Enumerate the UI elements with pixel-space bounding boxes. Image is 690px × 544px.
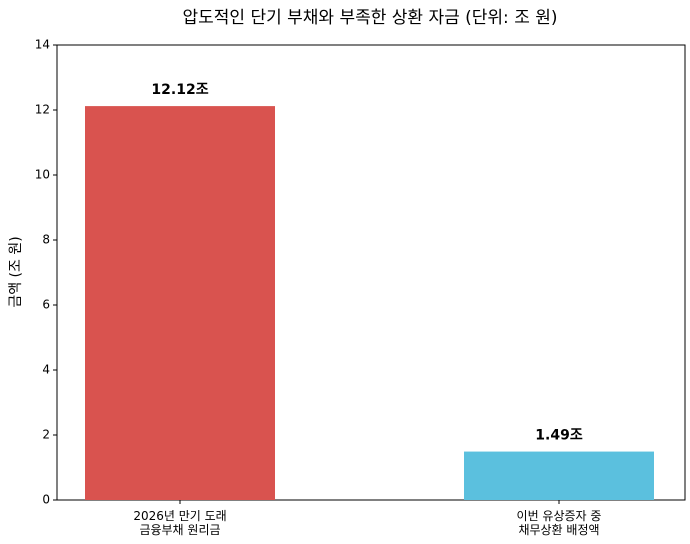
y-tick-label: 2 — [42, 428, 50, 442]
y-tick-label: 4 — [42, 363, 50, 377]
y-tick-label: 10 — [35, 168, 50, 182]
y-tick-label: 14 — [35, 38, 50, 52]
value-label: 12.12조 — [151, 82, 208, 98]
y-tick-label: 6 — [42, 298, 50, 312]
y-axis-label: 금액 (조 원) — [8, 236, 24, 307]
value-label: 1.49조 — [535, 428, 583, 444]
bar — [464, 451, 654, 500]
y-tick-label: 12 — [35, 103, 50, 117]
y-tick-label: 8 — [42, 233, 50, 247]
plot-frame — [56, 44, 686, 501]
chart-title: 압도적인 단기 부채와 부족한 상환 자금 (단위: 조 원) — [182, 8, 557, 28]
x-tick-label: 2026년 만기 도래 금융부채 원리금 — [133, 509, 226, 537]
y-tick-label: 0 — [42, 493, 50, 507]
bar — [85, 106, 275, 500]
x-tick-label: 이번 유상증자 중 채무상환 배정액 — [517, 509, 602, 537]
